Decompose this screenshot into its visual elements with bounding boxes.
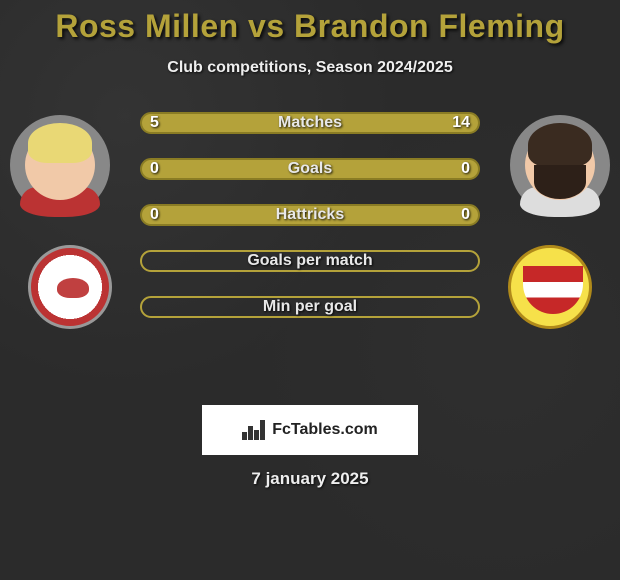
stat-right-value: 0 (461, 153, 470, 185)
stat-left-value: 5 (150, 107, 159, 139)
stat-bar-track (140, 296, 480, 318)
stat-left-value: 0 (150, 153, 159, 185)
date-label: 7 january 2025 (0, 469, 620, 489)
comparison-stage: 514Matches00Goals00HattricksGoals per ma… (0, 107, 620, 397)
stat-right-value: 0 (461, 199, 470, 231)
stat-row: 00Goals (140, 153, 480, 185)
stat-bar-track (140, 250, 480, 272)
brand-text: FcTables.com (272, 421, 378, 439)
stat-row: Goals per match (140, 245, 480, 277)
player-right-avatar (510, 115, 610, 215)
stat-bar-track (140, 158, 480, 180)
stat-bar-track (140, 112, 480, 134)
brand-chart-icon (242, 420, 266, 440)
player-left-avatar (10, 115, 110, 215)
subtitle: Club competitions, Season 2024/2025 (0, 59, 620, 77)
brand-badge: FcTables.com (202, 405, 418, 455)
stat-row: 00Hattricks (140, 199, 480, 231)
page-title: Ross Millen vs Brandon Fleming (0, 0, 620, 45)
stat-row: 514Matches (140, 107, 480, 139)
stat-left-value: 0 (150, 199, 159, 231)
stat-bar-track (140, 204, 480, 226)
stat-row: Min per goal (140, 291, 480, 323)
stat-right-value: 14 (452, 107, 470, 139)
stat-bars: 514Matches00Goals00HattricksGoals per ma… (140, 107, 480, 337)
club-crest-left (28, 245, 112, 329)
club-crest-right (508, 245, 592, 329)
